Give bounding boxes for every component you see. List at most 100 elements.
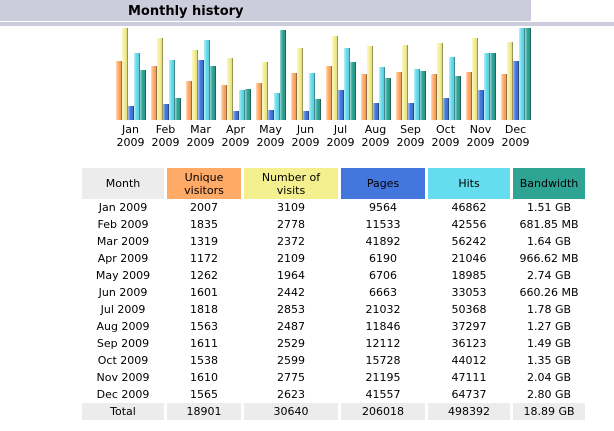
value-cell-hits: 64737 bbox=[451, 388, 487, 401]
value-cell-unique-visitors: 2007 bbox=[190, 201, 218, 214]
total-value-cell-pages: 206018 bbox=[341, 403, 425, 420]
table-row-may-2009: May 2009 1262 1964 6706 18985 2.74 GB bbox=[82, 267, 585, 284]
month-cell: Aug 2009 bbox=[96, 320, 150, 333]
bar-bandwidth-mb bbox=[280, 30, 286, 120]
value-cell-bandwidth: 1.49 GB bbox=[526, 337, 572, 350]
table-row-mar-2009: Mar 2009 1319 2372 41892 56242 1.64 GB bbox=[82, 233, 585, 250]
chart-month-group-feb-2009 bbox=[151, 28, 181, 120]
value-cell-number-of-visits: 2623 bbox=[277, 388, 305, 401]
bar-number-of-visits bbox=[227, 58, 233, 120]
value-cell-unique-visitors: 1818 bbox=[190, 303, 218, 316]
value-cell-number-of-visits: 2853 bbox=[277, 303, 305, 316]
table-row-apr-2009: Apr 2009 1172 2109 6190 21046 966.62 MB bbox=[82, 250, 585, 267]
x-axis-label-may-2009: May 2009 bbox=[256, 123, 285, 149]
bar-pages bbox=[268, 110, 274, 120]
x-axis-label-aug-2009: Aug 2009 bbox=[361, 123, 390, 149]
bar-pages bbox=[513, 61, 519, 120]
x-axis-label-dec-2009: Dec 2009 bbox=[501, 123, 530, 149]
bar-hits bbox=[379, 67, 385, 120]
monthly-history-chart: Jan 2009 Feb 2009 Mar 2009 Apr 2009 May 2009 Jun 20… bbox=[116, 28, 536, 149]
bar-unique-visitors bbox=[431, 74, 437, 120]
value-cell-bandwidth: 1.78 GB bbox=[526, 303, 572, 316]
total-label-cell: Total bbox=[82, 403, 164, 420]
bar-hits bbox=[344, 48, 350, 120]
bar-unique-visitors bbox=[396, 72, 402, 120]
bar-bandwidth-mb bbox=[420, 71, 426, 120]
bar-unique-visitors bbox=[466, 72, 472, 120]
x-axis-label-jul-2009: Jul 2009 bbox=[326, 123, 355, 149]
bar-pages bbox=[408, 103, 414, 120]
column-header-month: Month bbox=[82, 168, 164, 199]
bar-bandwidth-mb bbox=[490, 53, 496, 120]
total-value-cell-unique-visitors: 18901 bbox=[167, 403, 241, 420]
value-cell-bandwidth: 966.62 MB bbox=[519, 252, 579, 265]
chart-month-group-mar-2009 bbox=[186, 28, 216, 120]
bar-hits bbox=[309, 73, 315, 120]
value-cell-unique-visitors: 1611 bbox=[190, 337, 218, 350]
value-cell-pages: 11533 bbox=[365, 218, 401, 231]
value-cell-number-of-visits: 2775 bbox=[277, 371, 305, 384]
bar-pages bbox=[338, 90, 344, 120]
x-axis-label-mar-2009: Mar 2009 bbox=[186, 123, 215, 149]
bar-number-of-visits bbox=[262, 62, 268, 120]
column-header-pages: Pages bbox=[341, 168, 425, 199]
value-cell-number-of-visits: 2487 bbox=[277, 320, 305, 333]
column-header-unique-visitors: Unique visitors bbox=[167, 168, 241, 199]
bar-number-of-visits bbox=[507, 42, 513, 120]
x-axis-label-apr-2009: Apr 2009 bbox=[221, 123, 250, 149]
bar-hits bbox=[449, 57, 455, 120]
stats-table-head: Month Unique visitors Number of visits Page… bbox=[82, 168, 585, 199]
bar-number-of-visits bbox=[122, 28, 128, 120]
table-row-nov-2009: Nov 2009 1610 2775 21195 47111 2.04 GB bbox=[82, 369, 585, 386]
bar-number-of-visits bbox=[437, 43, 443, 120]
section-title: Monthly history bbox=[128, 4, 244, 19]
value-cell-pages: 9564 bbox=[369, 201, 397, 214]
bar-pages bbox=[163, 104, 169, 120]
bar-pages bbox=[443, 98, 449, 120]
month-cell: Feb 2009 bbox=[97, 218, 149, 231]
value-cell-bandwidth: 2.04 GB bbox=[526, 371, 572, 384]
value-cell-number-of-visits: 2442 bbox=[277, 286, 305, 299]
table-row-feb-2009: Feb 2009 1835 2778 11533 42556 681.85 MB bbox=[82, 216, 585, 233]
value-cell-pages: 21032 bbox=[365, 303, 401, 316]
month-cell: Apr 2009 bbox=[97, 252, 149, 265]
bar-number-of-visits bbox=[157, 38, 163, 120]
value-cell-pages: 12112 bbox=[365, 337, 401, 350]
value-cell-unique-visitors: 1262 bbox=[190, 269, 218, 282]
chart-month-group-may-2009 bbox=[256, 28, 286, 120]
bar-hits bbox=[169, 60, 175, 120]
bar-unique-visitors bbox=[501, 74, 507, 120]
value-cell-hits: 50368 bbox=[451, 303, 487, 316]
section-title-bar: Monthly history bbox=[0, 0, 531, 21]
value-cell-unique-visitors: 1172 bbox=[190, 252, 218, 265]
bar-bandwidth-mb bbox=[210, 66, 216, 120]
value-cell-hits: 33053 bbox=[451, 286, 487, 299]
bar-unique-visitors bbox=[291, 73, 297, 120]
value-cell-unique-visitors: 1538 bbox=[190, 354, 218, 367]
bar-unique-visitors bbox=[116, 61, 122, 120]
bar-number-of-visits bbox=[297, 48, 303, 120]
value-cell-unique-visitors: 1565 bbox=[190, 388, 218, 401]
title-divider bbox=[0, 22, 614, 26]
value-cell-hits: 18985 bbox=[451, 269, 487, 282]
value-cell-pages: 41892 bbox=[365, 235, 401, 248]
table-row-jul-2009: Jul 2009 1818 2853 21032 50368 1.78 GB bbox=[82, 301, 585, 318]
bar-hits bbox=[519, 28, 525, 120]
bar-unique-visitors bbox=[361, 74, 367, 120]
bar-bandwidth-mb bbox=[315, 99, 321, 120]
value-cell-pages: 21195 bbox=[365, 371, 401, 384]
value-cell-hits: 37297 bbox=[451, 320, 487, 333]
bar-hits bbox=[204, 40, 210, 120]
month-cell: Jan 2009 bbox=[98, 201, 148, 214]
value-cell-bandwidth: 1.35 GB bbox=[526, 354, 572, 367]
bar-pages bbox=[233, 111, 239, 120]
bar-bandwidth-mb bbox=[140, 70, 146, 120]
bar-pages bbox=[128, 106, 134, 120]
bar-number-of-visits bbox=[332, 36, 338, 120]
chart-bars-area bbox=[116, 28, 536, 120]
bar-bandwidth-mb bbox=[350, 62, 356, 120]
value-cell-number-of-visits: 2778 bbox=[277, 218, 305, 231]
bar-pages bbox=[373, 103, 379, 120]
table-row-aug-2009: Aug 2009 1563 2487 11846 37297 1.27 GB bbox=[82, 318, 585, 335]
bar-hits bbox=[484, 53, 490, 120]
